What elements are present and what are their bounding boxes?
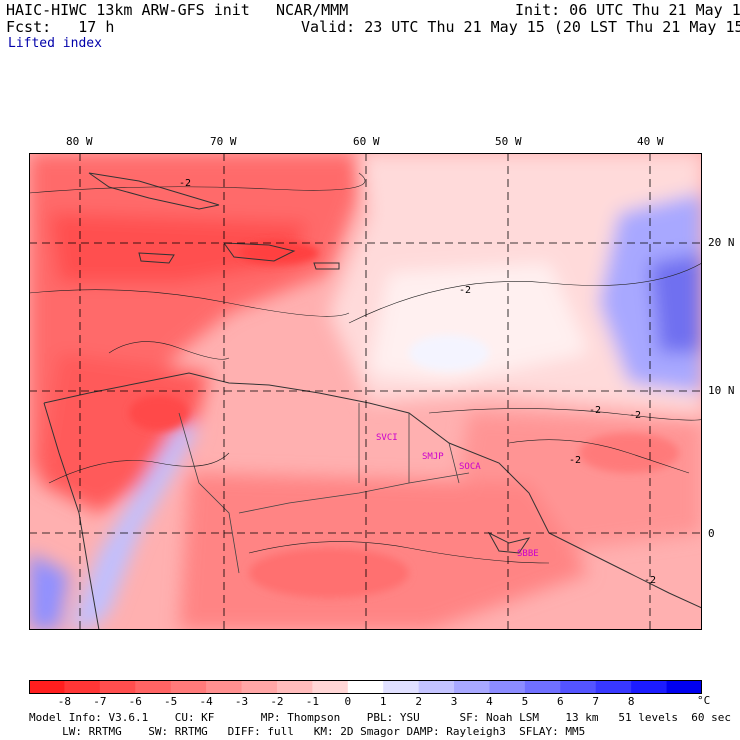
colorbar-swatch xyxy=(631,680,668,694)
coastline-pacific xyxy=(43,402,100,630)
colorbar-swatch xyxy=(241,680,278,694)
station-label: SMJP xyxy=(422,452,444,462)
colorbar-swatch xyxy=(524,680,561,694)
contour-line xyxy=(348,262,702,324)
colorbar-swatch xyxy=(206,680,243,694)
station-label: SVCI xyxy=(376,433,398,443)
colorbar-swatch xyxy=(170,680,207,694)
colorbar-unit: °C xyxy=(697,694,711,707)
contour-line xyxy=(248,541,550,564)
colorbar-tick-label: 5 xyxy=(521,695,529,708)
colorbar-swatch xyxy=(383,680,420,694)
lon-label: 50 W xyxy=(495,135,522,148)
border-line xyxy=(238,472,470,514)
colorbar-tick-label: -1 xyxy=(305,695,319,708)
colorbar-tick-label: 2 xyxy=(415,695,422,708)
colorbar-tick-label: -4 xyxy=(199,695,213,708)
field-name: Lifted index xyxy=(8,36,102,51)
warm-spot xyxy=(249,548,409,598)
colorbar-tick-label: -5 xyxy=(164,695,178,708)
lat-label: 0 xyxy=(708,527,715,540)
contour-labels: -2 -2 -2 -2 -2 -2 xyxy=(179,178,656,586)
colorbar-swatch xyxy=(454,680,490,694)
colorbar-swatch xyxy=(347,680,384,694)
borders xyxy=(178,403,470,574)
colorbar-tick-label: -8 xyxy=(57,695,72,708)
colorbar-tick-label: -6 xyxy=(128,695,142,708)
model-info-line1: Model Info: V3.6.1 CU: KF MP: Thompson P… xyxy=(29,711,731,724)
colorbar-swatch xyxy=(489,680,526,694)
colorbar-swatch xyxy=(595,680,632,694)
coastline-cuba xyxy=(88,172,220,210)
border-line xyxy=(178,412,240,574)
colorbar-tick-label: -7 xyxy=(93,695,107,708)
contour-label: -2 xyxy=(644,575,656,586)
colorbar-tick-label: 4 xyxy=(486,695,493,708)
cool-spot xyxy=(409,335,489,371)
colorbar-tick-label: 3 xyxy=(450,695,458,708)
contour-label: -2 xyxy=(459,285,471,296)
contour-line xyxy=(428,408,702,421)
colorbar-swatch xyxy=(64,680,101,694)
contour-label: -2 xyxy=(589,405,601,416)
colorbar-tick-label: 0 xyxy=(344,695,352,708)
colorbar-swatch xyxy=(666,680,702,694)
forecast-hour: Fcst: 17 h xyxy=(6,18,115,36)
pacific-positive xyxy=(29,553,69,630)
positive-region-east-core xyxy=(649,253,702,353)
graticule xyxy=(29,153,702,630)
colorbar xyxy=(29,680,702,694)
station-label: SBBE xyxy=(517,549,539,559)
stations: SVCI SMJP SOCA SBBE xyxy=(376,433,539,559)
colorbar-tick-label: -3 xyxy=(234,695,249,708)
lon-label: 70 W xyxy=(210,135,237,148)
field-detail xyxy=(129,241,679,598)
init-time: Init: 06 UTC Thu 21 May 15 xyxy=(515,1,740,19)
negative-region-caribbean-core xyxy=(49,213,309,283)
colorbar-swatch xyxy=(135,680,172,694)
contour-line xyxy=(29,289,350,317)
negative-region-colombia xyxy=(39,353,209,513)
station-label: SOCA xyxy=(459,462,481,472)
colorbar-tick-label: 7 xyxy=(592,695,600,708)
coastline-puerto-rico xyxy=(313,262,340,270)
contour-line xyxy=(48,452,230,484)
org-label: NCAR/MMM xyxy=(276,1,349,19)
coastline-jamaica xyxy=(138,252,175,264)
colorbar-tick-label: 8 xyxy=(627,695,635,708)
contour-label: -2 xyxy=(569,455,581,466)
andes-positive-strip xyxy=(69,423,199,630)
coastline-amazon-delta xyxy=(487,531,531,554)
contours xyxy=(29,172,702,564)
colorbar-tick-label: 6 xyxy=(557,695,564,708)
contour-line xyxy=(29,172,366,194)
lon-label: 40 W xyxy=(637,135,664,148)
colorbar-swatch xyxy=(418,680,455,694)
colorbar-tick-label: -2 xyxy=(270,695,284,708)
map-frame xyxy=(29,153,702,630)
colorbar-frame xyxy=(29,680,702,694)
colorbar-swatch xyxy=(276,680,313,694)
contour-line xyxy=(508,439,690,474)
contour-line xyxy=(108,341,230,360)
colorbar-swatch xyxy=(99,680,136,694)
lon-label: 80 W xyxy=(66,135,93,148)
border-line xyxy=(448,442,460,484)
lon-label: 60 W xyxy=(353,135,380,148)
valid-time: Valid: 23 UTC Thu 21 May 15 (20 LST Thu … xyxy=(301,18,740,36)
lat-label: 20 N xyxy=(708,236,735,249)
colorbar-swatch xyxy=(312,680,349,694)
contour-label: -2 xyxy=(629,410,641,421)
coastline-hispaniola xyxy=(222,242,296,262)
colorbar-swatch xyxy=(560,680,597,694)
lat-label: 10 N xyxy=(708,384,735,397)
model-title: HAIC-HIWC 13km ARW-GFS init xyxy=(6,1,250,19)
contour-label: -2 xyxy=(179,178,191,189)
colorbar-swatch xyxy=(29,680,65,694)
lifted-index-map[interactable]: -2 -2 -2 -2 -2 -2 SVCI SMJP SOCA SBBE xyxy=(29,153,702,630)
warm-spot xyxy=(129,395,189,431)
model-info-line2: LW: RRTMG SW: RRTMG DIFF: full KM: 2D Sm… xyxy=(29,725,586,738)
colorbar-tick-label: 1 xyxy=(379,695,387,708)
